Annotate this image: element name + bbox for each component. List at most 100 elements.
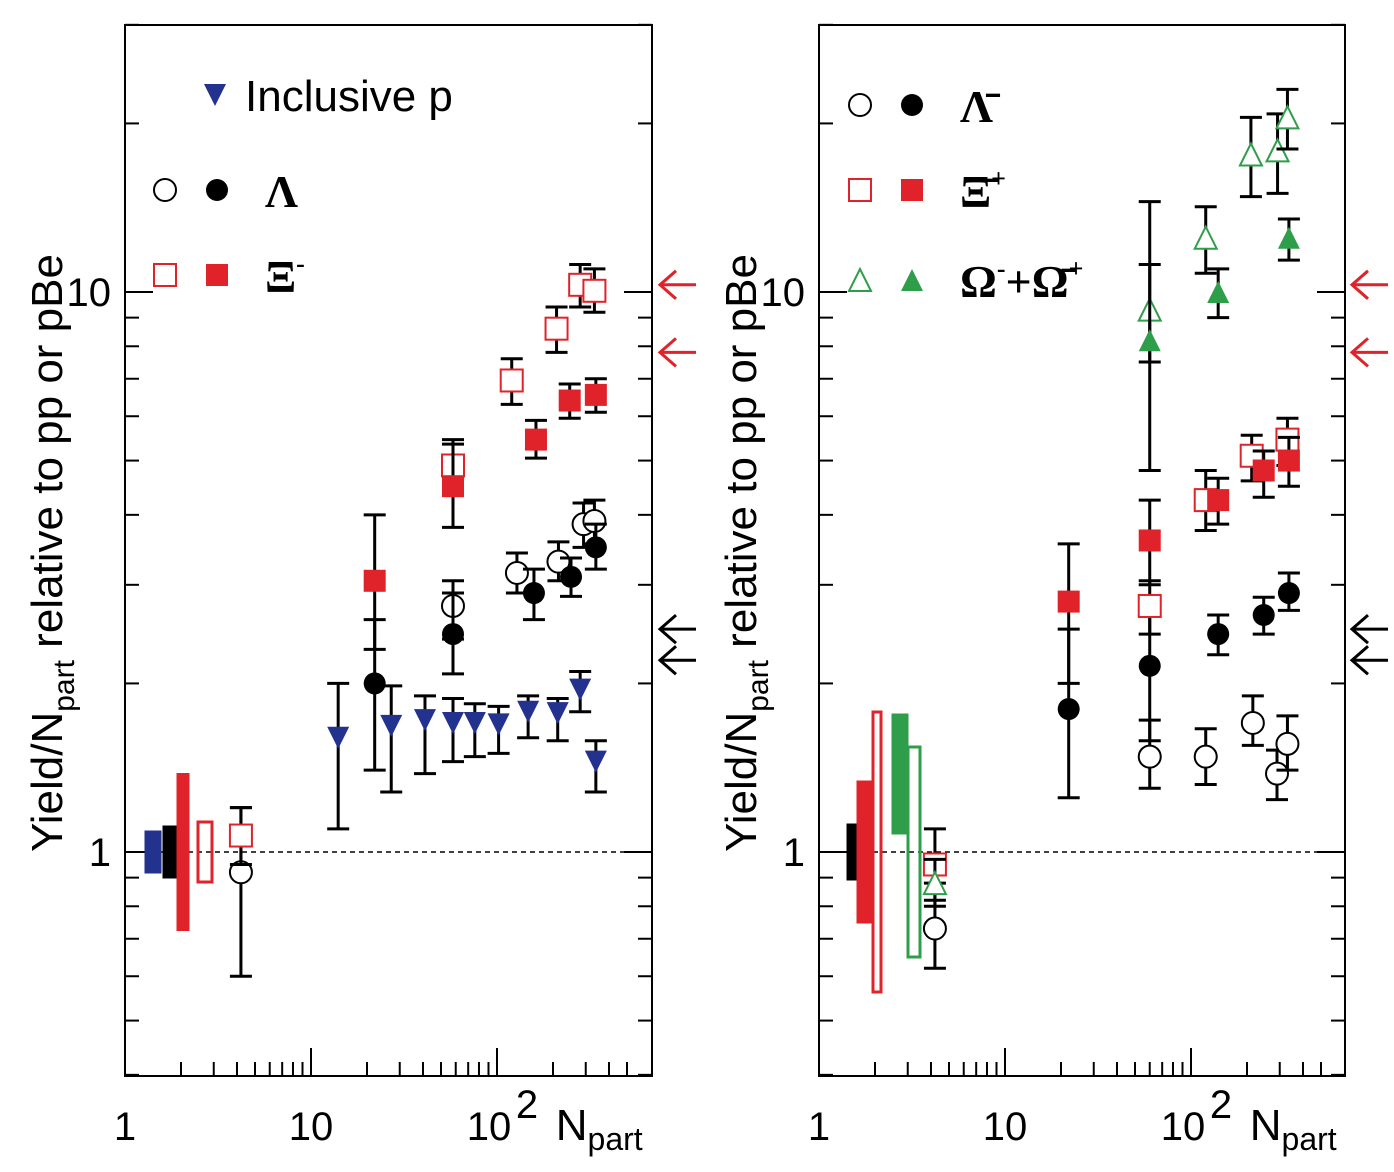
legend-marker	[847, 266, 873, 292]
data-point	[584, 383, 607, 406]
x-tick-label-exponent: 2	[1210, 1083, 1232, 1127]
data-point	[1057, 698, 1080, 721]
x-tick-label: 10	[467, 1105, 512, 1149]
data-point	[1207, 281, 1230, 303]
data-point	[1238, 141, 1264, 167]
legend-marker	[153, 263, 177, 287]
x-tick-label: 10	[983, 1105, 1028, 1149]
normalization-box	[871, 710, 883, 994]
normalization-box	[144, 830, 162, 874]
data-point	[1275, 731, 1300, 756]
plot-frame	[124, 24, 653, 1077]
data-point	[1207, 489, 1230, 512]
data-point	[1193, 224, 1219, 250]
data-point	[1277, 582, 1300, 605]
normalization-box	[196, 820, 214, 884]
legend-marker	[206, 264, 228, 286]
legend-label: Ξ̄+	[960, 164, 1006, 217]
legend-marker	[206, 179, 228, 201]
x-tick-label-exponent: 2	[516, 1083, 538, 1127]
data-point	[922, 869, 948, 896]
data-point	[1252, 603, 1275, 626]
data-point	[1240, 710, 1265, 735]
y-axis-title: Yield/Npart relative to pp or pBe	[717, 254, 775, 852]
data-point	[1265, 761, 1290, 786]
data-point	[327, 726, 350, 749]
data-point	[582, 278, 607, 303]
data-point	[517, 700, 540, 723]
data-point	[1138, 329, 1161, 352]
data-point	[524, 428, 547, 451]
arrow-head	[1349, 645, 1369, 676]
data-point	[1137, 593, 1162, 618]
legend-label: Ω-+Ω̄+	[960, 254, 1083, 307]
x-tick-label: 1	[114, 1105, 136, 1149]
legend-marker	[901, 269, 923, 291]
data-point	[584, 750, 607, 773]
data-point	[1277, 449, 1300, 472]
y-tick-label: 10	[67, 271, 112, 315]
arrow-head	[1349, 337, 1369, 368]
data-point	[560, 565, 583, 588]
normalization-box	[891, 713, 909, 835]
legend-marker	[901, 94, 923, 116]
data-point	[504, 560, 529, 585]
data-point	[1138, 654, 1161, 677]
data-point	[1138, 529, 1161, 552]
legend-label: Ξ-	[265, 249, 305, 302]
data-point	[1274, 104, 1301, 130]
legend-label: Inclusive p	[245, 72, 453, 121]
arrow-head	[657, 645, 677, 676]
legend-label: Λ	[265, 166, 298, 217]
data-point	[441, 475, 464, 498]
y-tick-label: 1	[783, 831, 805, 875]
data-point	[463, 711, 486, 734]
data-point	[363, 672, 386, 695]
legend-marker	[901, 179, 923, 201]
x-axis-title: Npart	[1250, 1101, 1337, 1157]
data-point	[499, 368, 524, 393]
x-tick-label: 1	[808, 1105, 830, 1149]
x-tick-label: 10	[1161, 1105, 1206, 1149]
data-point	[363, 569, 386, 592]
data-point	[1137, 744, 1162, 769]
normalization-box	[856, 780, 872, 924]
data-point	[544, 316, 569, 341]
legend-marker	[848, 93, 872, 117]
legend-label: Λ̄	[960, 81, 1001, 132]
normalization-box	[176, 773, 190, 931]
data-point	[522, 582, 545, 605]
data-point	[546, 702, 569, 725]
arrow-head	[657, 337, 677, 368]
arrow-head	[657, 614, 677, 645]
data-point	[584, 536, 607, 559]
data-point	[441, 711, 464, 734]
data-point	[441, 623, 464, 646]
legend-marker	[204, 84, 226, 106]
data-point	[413, 709, 436, 732]
x-axis-title: Npart	[556, 1101, 643, 1157]
y-tick-label: 10	[761, 271, 806, 315]
data-point	[1193, 744, 1218, 769]
data-point	[1277, 226, 1300, 249]
data-point	[922, 916, 947, 941]
y-tick-label: 1	[89, 831, 111, 875]
data-point	[558, 389, 581, 412]
data-point	[1252, 459, 1275, 482]
data-point	[228, 823, 253, 848]
data-point	[569, 678, 592, 701]
data-point	[1207, 623, 1230, 646]
data-point	[487, 713, 510, 736]
plot-frame	[818, 24, 1346, 1077]
y-axis-title: Yield/Npart relative to pp or pBe	[23, 254, 81, 852]
normalization-box	[162, 825, 178, 879]
x-tick-label: 10	[289, 1105, 334, 1149]
normalization-box	[906, 745, 922, 959]
legend-marker	[153, 178, 177, 202]
data-point	[546, 549, 571, 574]
arrow-head	[1349, 614, 1369, 645]
arrow-head	[657, 269, 677, 300]
